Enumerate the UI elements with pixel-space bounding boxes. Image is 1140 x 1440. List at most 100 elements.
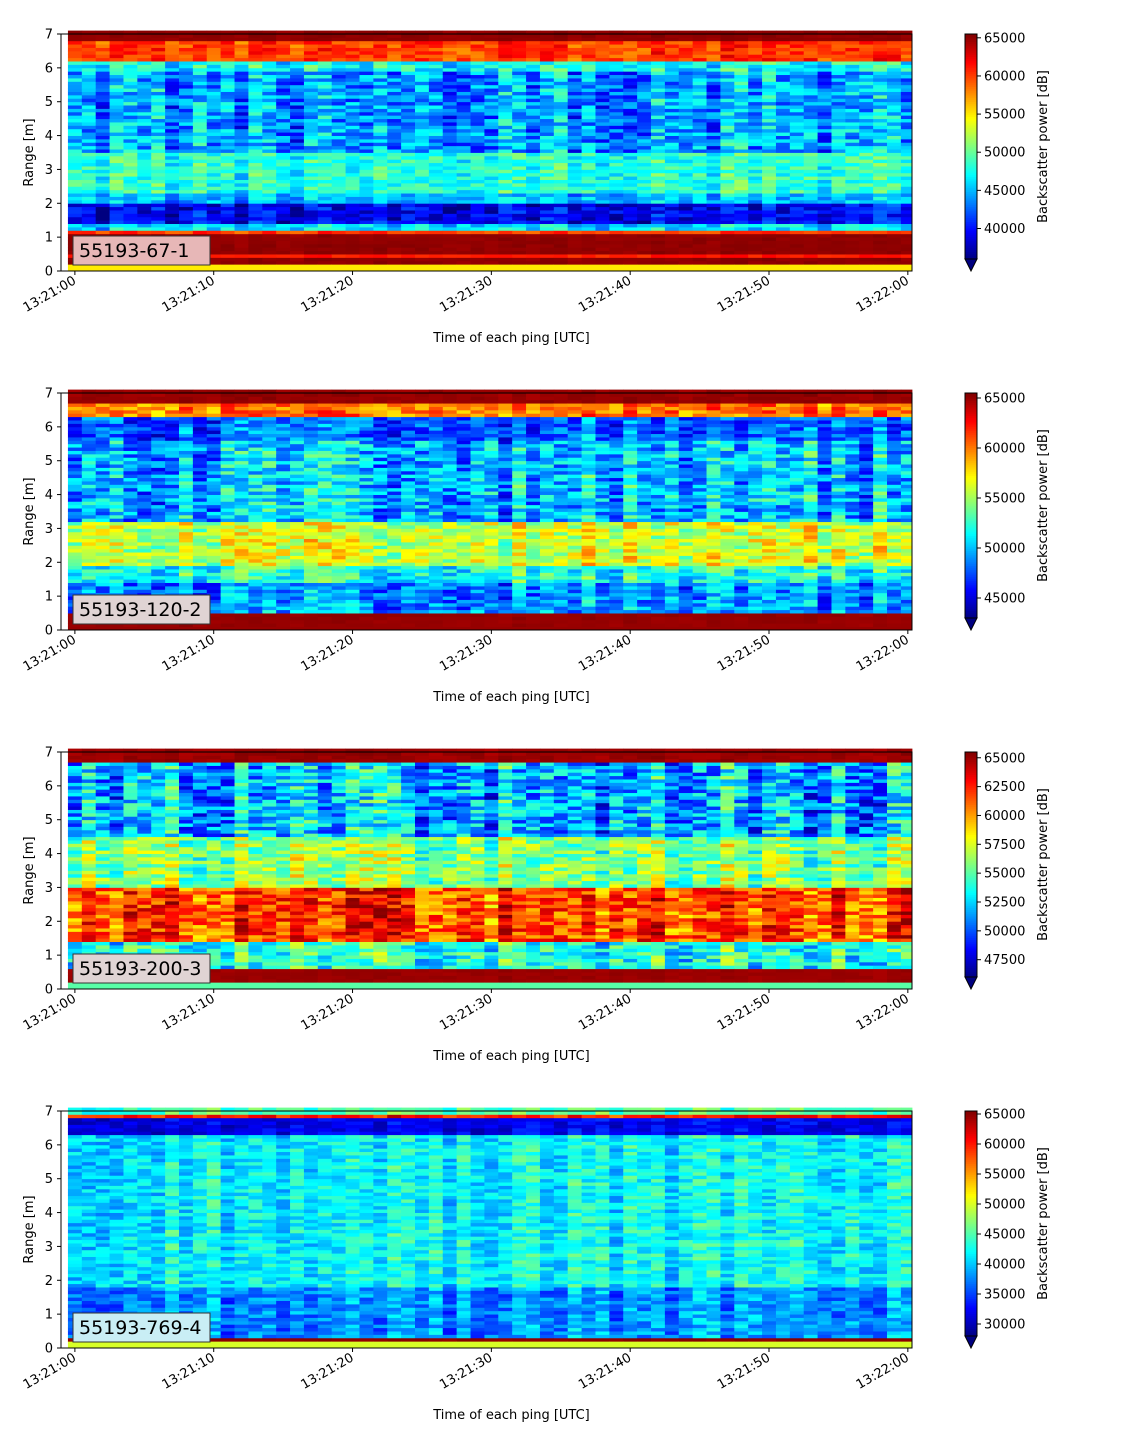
heatmap-cell <box>207 169 221 173</box>
heatmap-cell <box>457 81 471 85</box>
heatmap-cell <box>373 183 387 187</box>
heatmap-cell <box>401 227 415 231</box>
heatmap-cell <box>96 102 110 106</box>
heatmap-cell <box>68 467 82 471</box>
heatmap-cell <box>123 559 137 563</box>
heatmap-cell <box>443 61 457 65</box>
heatmap-cell <box>290 95 304 99</box>
heatmap-cell <box>429 173 443 177</box>
heatmap-cell <box>318 85 332 89</box>
heatmap-cell <box>804 129 818 133</box>
heatmap-cell <box>137 34 151 38</box>
heatmap-cell <box>859 241 873 245</box>
heatmap-cell <box>373 98 387 102</box>
heatmap-cell <box>151 457 165 461</box>
heatmap-cell <box>693 153 707 157</box>
heatmap-cell <box>471 112 485 116</box>
heatmap-cell <box>720 122 734 126</box>
heatmap-cell <box>707 125 721 129</box>
heatmap-cell <box>359 213 373 217</box>
heatmap-cell <box>429 64 443 68</box>
heatmap-cell <box>457 149 471 153</box>
heatmap-cell <box>179 54 193 58</box>
heatmap-cell <box>123 78 137 82</box>
heatmap-cell <box>776 68 790 72</box>
heatmap-cell <box>554 44 568 48</box>
heatmap-cell <box>623 230 637 234</box>
heatmap-cell <box>123 159 137 163</box>
heatmap-cell <box>790 51 804 55</box>
heatmap-cell <box>582 139 596 143</box>
heatmap-cell <box>568 139 582 143</box>
heatmap-cell <box>720 197 734 201</box>
heatmap-cell <box>734 163 748 167</box>
heatmap-cell <box>887 122 901 126</box>
heatmap-cell <box>373 227 387 231</box>
heatmap-cell <box>887 264 901 268</box>
heatmap-cell <box>96 576 110 580</box>
heatmap-cell <box>165 92 179 96</box>
heatmap-cell <box>637 75 651 79</box>
heatmap-cell <box>568 132 582 136</box>
heatmap-cell <box>609 153 623 157</box>
heatmap-cell <box>110 102 124 106</box>
heatmap-cell <box>595 210 609 214</box>
heatmap-cell <box>595 85 609 89</box>
heatmap-cell <box>720 251 734 255</box>
heatmap-cell <box>554 54 568 58</box>
heatmap-cell <box>748 234 762 238</box>
heatmap-cell <box>443 244 457 248</box>
heatmap-cell <box>110 508 124 512</box>
heatmap-cell <box>262 220 276 224</box>
heatmap-cell <box>734 68 748 72</box>
heatmap-cell <box>776 81 790 85</box>
heatmap-cell <box>498 105 512 109</box>
heatmap-cell <box>554 81 568 85</box>
heatmap-cell <box>707 210 721 214</box>
heatmap-cell <box>165 180 179 184</box>
heatmap-cell <box>901 159 913 163</box>
heatmap-cell <box>818 108 832 112</box>
heatmap-cell <box>179 95 193 99</box>
heatmap-cell <box>887 146 901 150</box>
heatmap-cell <box>831 159 845 163</box>
heatmap-cell <box>193 71 207 75</box>
heatmap-cell <box>859 180 873 184</box>
heatmap-cell <box>165 136 179 140</box>
heatmap-cell <box>207 108 221 112</box>
heatmap-cell <box>901 190 913 194</box>
heatmap-cell <box>818 230 832 234</box>
heatmap-cell <box>262 227 276 231</box>
heatmap-cell <box>137 413 151 417</box>
heatmap-cell <box>831 71 845 75</box>
heatmap-cell <box>512 41 526 45</box>
heatmap-cell <box>776 153 790 157</box>
heatmap-cell <box>693 190 707 194</box>
heatmap-cell <box>540 163 554 167</box>
heatmap-cell <box>235 203 249 207</box>
heatmap-cell <box>96 183 110 187</box>
heatmap-cell <box>248 193 262 197</box>
heatmap-cell <box>720 105 734 109</box>
heatmap-cell <box>221 159 235 163</box>
heatmap-cell <box>165 34 179 38</box>
heatmap-cell <box>818 176 832 180</box>
heatmap-cell <box>221 41 235 45</box>
heatmap-cell <box>151 78 165 82</box>
heatmap-cell <box>82 410 96 414</box>
heatmap-cell <box>554 237 568 241</box>
heatmap-cell <box>651 251 665 255</box>
heatmap-cell <box>609 163 623 167</box>
heatmap-cell <box>123 454 137 458</box>
heatmap-cell <box>818 200 832 204</box>
heatmap-cell <box>471 98 485 102</box>
heatmap-cell <box>554 58 568 62</box>
heatmap-cell <box>276 234 290 238</box>
heatmap-cell <box>346 163 360 167</box>
heatmap-cell <box>651 257 665 261</box>
heatmap-cell <box>110 85 124 89</box>
heatmap-cell <box>901 149 913 153</box>
heatmap-cell <box>110 166 124 170</box>
heatmap-cell <box>429 112 443 116</box>
heatmap-cell <box>304 112 318 116</box>
